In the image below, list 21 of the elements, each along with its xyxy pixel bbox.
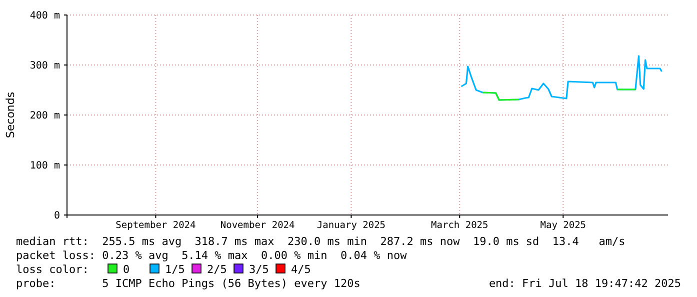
legend-label: 3/5 — [249, 263, 269, 276]
text: packet loss: 0.23 % avg 5.14 % max 0.00 % min 0.04 % now — [16, 249, 408, 262]
x-tick-label: September 2024 — [116, 220, 196, 231]
text: median rtt: 255.5 ms avg 318.7 ms max 230.0 ms min 287.2 ms now 19.0 ms sd 13.4 am/s — [16, 235, 626, 248]
legend-label: 2/5 — [207, 263, 227, 276]
text: probe: 5 ICMP Echo Pings (56 Bytes) every 120s — [16, 277, 360, 290]
text: end: Fri Jul 18 19:47:42 2025 — [488, 277, 681, 290]
y-tick-label: 0 — [54, 210, 60, 222]
x-tick-label: January 2025 — [316, 220, 386, 231]
y-tick-label: 400 m — [30, 10, 60, 22]
y-axis-title: Seconds — [4, 92, 17, 138]
x-tick-label: March 2025 — [431, 220, 488, 231]
x-tick-label: November 2024 — [220, 220, 296, 231]
legend-label: 1/5 — [165, 263, 185, 276]
x-tick-label: May 2025 — [540, 220, 586, 231]
y-tick-label: 100 m — [30, 160, 60, 172]
legend-label: 4/5 — [291, 263, 311, 276]
legend-title: loss color: — [16, 263, 89, 276]
legend-label: 0 — [123, 263, 130, 276]
y-tick-label: 300 m — [30, 60, 60, 72]
y-tick-label: 200 m — [30, 110, 60, 122]
